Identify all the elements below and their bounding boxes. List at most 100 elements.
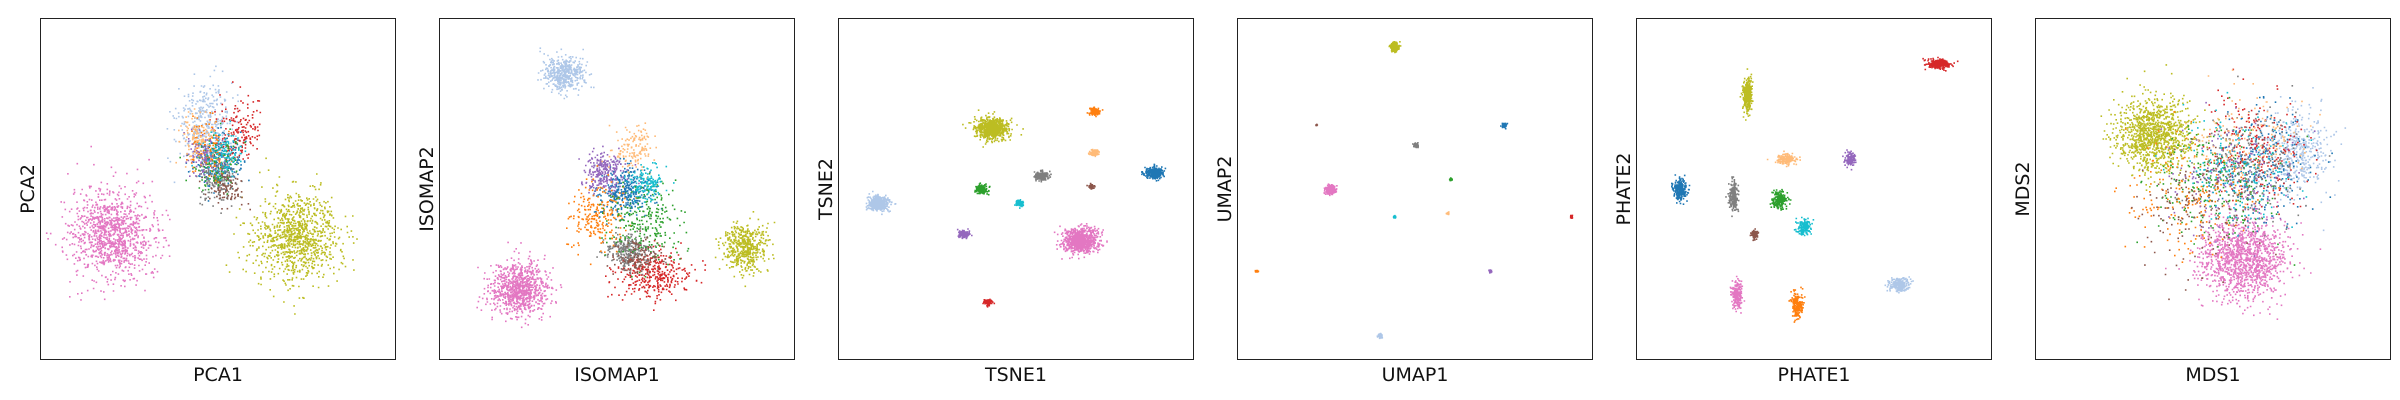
scatter-pca bbox=[45, 65, 358, 315]
cluster-c6 bbox=[1842, 149, 1857, 171]
points-c7 bbox=[2131, 138, 2277, 301]
cluster-c6 bbox=[183, 128, 226, 184]
points-c1 bbox=[1884, 276, 1914, 294]
x-axis-label-pca: PCA1 bbox=[193, 364, 243, 386]
cluster-c2 bbox=[2114, 111, 2280, 263]
scatter-tsne bbox=[865, 106, 1167, 308]
points-c4 bbox=[1448, 177, 1453, 182]
cluster-c4 bbox=[1448, 177, 1453, 182]
points-c10 bbox=[2100, 64, 2226, 191]
points-c6 bbox=[956, 228, 973, 240]
cluster-c8 bbox=[1729, 275, 1746, 314]
cluster-c1 bbox=[2249, 87, 2347, 232]
cluster-c7 bbox=[606, 230, 667, 275]
cluster-c4 bbox=[1769, 188, 1792, 211]
points-c0 bbox=[2198, 96, 2333, 233]
cluster-c11 bbox=[2155, 91, 2313, 237]
points-c5 bbox=[982, 298, 996, 308]
points-c7 bbox=[1315, 123, 1319, 127]
cluster-c10 bbox=[962, 109, 1024, 148]
cluster-c8 bbox=[1323, 183, 1338, 197]
points-c8 bbox=[45, 145, 171, 301]
points-c3 bbox=[601, 122, 657, 184]
cluster-c4 bbox=[974, 182, 991, 196]
y-axis-label-mds: MDS2 bbox=[2012, 161, 2034, 217]
points-c8 bbox=[476, 241, 563, 329]
cluster-c1 bbox=[537, 47, 595, 100]
points-c0 bbox=[185, 126, 250, 202]
points-c10 bbox=[962, 109, 1024, 148]
cluster-c0 bbox=[1500, 122, 1509, 130]
plot-area-pca bbox=[40, 18, 396, 360]
points-c3 bbox=[175, 108, 218, 168]
scatter-umap bbox=[1254, 41, 1574, 340]
cluster-c1 bbox=[865, 190, 897, 216]
cluster-c3 bbox=[1445, 211, 1450, 216]
points-c4 bbox=[1769, 188, 1792, 211]
points-c2 bbox=[1788, 286, 1806, 323]
points-c1 bbox=[1376, 332, 1384, 340]
points-c11 bbox=[1793, 216, 1815, 237]
cluster-c11 bbox=[1793, 216, 1815, 237]
plot-area-tsne bbox=[838, 18, 1194, 360]
cluster-c3 bbox=[175, 108, 218, 168]
y-axis-label-umap: UMAP2 bbox=[1214, 155, 1236, 223]
cluster-c3 bbox=[1087, 148, 1100, 158]
scatter-mds bbox=[2100, 64, 2347, 320]
panel-mds: MDS1 MDS2 bbox=[2012, 18, 2391, 386]
cluster-c11 bbox=[1392, 214, 1397, 219]
points-c9 bbox=[596, 217, 667, 276]
x-axis-label-tsne: TSNE1 bbox=[985, 364, 1047, 386]
points-c6 bbox=[1488, 269, 1493, 274]
cluster-c5 bbox=[1569, 214, 1574, 219]
points-c6 bbox=[183, 128, 226, 184]
cluster-c0 bbox=[1671, 174, 1691, 205]
points-c0 bbox=[1500, 122, 1509, 130]
cluster-c10 bbox=[2100, 64, 2226, 191]
points-c9 bbox=[2174, 75, 2331, 237]
cluster-c7 bbox=[2131, 138, 2277, 301]
cluster-c2 bbox=[1254, 269, 1260, 273]
cluster-c10 bbox=[225, 157, 358, 315]
points-c2 bbox=[2114, 111, 2280, 263]
points-c4 bbox=[974, 182, 991, 196]
plot-area-phate bbox=[1636, 18, 1992, 360]
points-c6 bbox=[578, 145, 640, 197]
points-c0 bbox=[1671, 174, 1691, 205]
plot-area-mds bbox=[2035, 18, 2391, 360]
points-c8 bbox=[1323, 183, 1338, 197]
scatter-isomap bbox=[476, 47, 776, 329]
panel-pca: PCA1 PCA2 bbox=[17, 18, 396, 386]
panel-umap: UMAP1 UMAP2 bbox=[1214, 18, 1593, 386]
panel-phate: PHATE1 PHATE2 bbox=[1613, 18, 1992, 386]
cluster-c6 bbox=[2160, 101, 2316, 257]
cluster-c7 bbox=[1749, 228, 1760, 242]
points-c7 bbox=[198, 156, 251, 211]
cluster-c8 bbox=[1053, 223, 1108, 260]
points-c10 bbox=[1739, 68, 1754, 121]
y-axis-label-tsne: TSNE2 bbox=[815, 158, 837, 220]
cluster-c3 bbox=[1766, 150, 1801, 168]
cluster-c7 bbox=[1086, 182, 1096, 190]
cluster-c9 bbox=[1725, 176, 1740, 218]
cluster-c7 bbox=[198, 156, 251, 211]
plot-area-umap bbox=[1237, 18, 1593, 360]
points-c8 bbox=[1729, 275, 1746, 314]
points-c11 bbox=[2155, 91, 2313, 237]
cluster-c11 bbox=[191, 120, 247, 190]
points-c7 bbox=[606, 230, 667, 275]
points-c3 bbox=[1087, 148, 1100, 158]
y-axis-label-isomap: ISOMAP2 bbox=[416, 146, 438, 232]
x-axis-label-umap: UMAP1 bbox=[1381, 364, 1449, 386]
points-c10 bbox=[714, 211, 776, 288]
cluster-c9 bbox=[2174, 75, 2331, 237]
cluster-c0 bbox=[185, 126, 250, 202]
points-c11 bbox=[191, 120, 247, 190]
points-c0 bbox=[1141, 163, 1167, 182]
points-c2 bbox=[1086, 106, 1104, 118]
points-c8 bbox=[1053, 223, 1108, 260]
cluster-c9 bbox=[1033, 169, 1052, 183]
cluster-c10 bbox=[1739, 68, 1754, 121]
points-c2 bbox=[1254, 269, 1260, 273]
